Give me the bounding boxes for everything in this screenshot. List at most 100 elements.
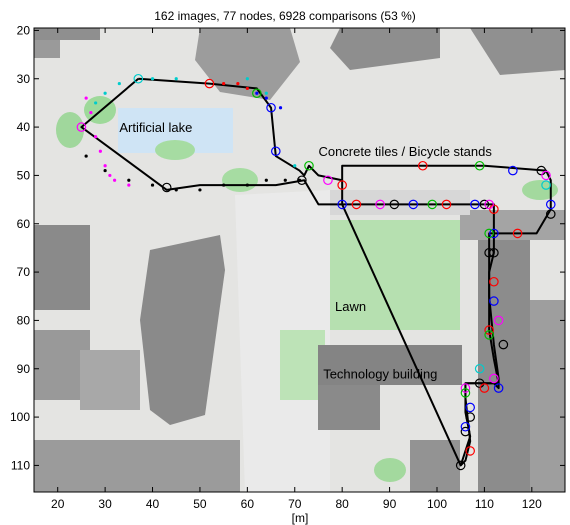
node-marker [465, 446, 475, 456]
node-marker [460, 421, 471, 432]
x-axis-ticks: 20 30 40 50 60 70 80 90 100 110 120 [51, 28, 542, 511]
trajectory-dot [127, 183, 131, 187]
y-tick-label: 70 [17, 265, 31, 279]
node-marker [204, 78, 215, 89]
y-axis-ticks: 20 30 40 50 60 70 80 90 100 110 [10, 23, 565, 472]
annotation-label: Artificial lake [119, 120, 192, 135]
node-marker [541, 180, 551, 190]
trajectory-dot [89, 110, 93, 115]
y-tick-label: 30 [17, 72, 31, 86]
node-marker [252, 88, 262, 99]
x-tick-label: 70 [288, 497, 302, 511]
trajectory-dot [112, 178, 117, 182]
series-3-dots [84, 96, 131, 187]
node-marker [375, 199, 385, 210]
node-marker [323, 175, 333, 186]
annotation-layer: Artificial lake Concrete tiles / Bicycle … [119, 120, 492, 381]
node-marker [484, 199, 494, 210]
trajectory-dot [94, 135, 98, 139]
node-marker [498, 339, 509, 350]
x-tick-label: 90 [383, 497, 397, 511]
trajectory-dot [150, 183, 155, 187]
node-marker [270, 146, 281, 157]
node-marker [76, 122, 87, 132]
series-10-markers [76, 122, 551, 393]
aerial-map-background [34, 28, 565, 492]
trajectory-dot [174, 77, 178, 81]
trajectory-dot [84, 154, 88, 158]
x-tick-label: 80 [335, 497, 349, 511]
node-marker [545, 209, 556, 219]
trajectory-dot [98, 149, 102, 153]
node-marker [489, 228, 499, 239]
y-tick-label: 110 [11, 458, 30, 472]
node-marker [460, 426, 471, 437]
trajectory-dot [103, 91, 107, 95]
x-tick-label: 50 [193, 497, 207, 511]
trajectory-dot [84, 96, 88, 100]
node-marker [493, 383, 504, 393]
node-marker [541, 170, 551, 181]
x-tick-label: 20 [51, 497, 65, 511]
node-marker [465, 412, 475, 422]
y-tick-label: 40 [17, 120, 31, 134]
x-tick-label: 120 [522, 497, 542, 511]
y-tick-label: 50 [17, 168, 31, 182]
node-marker [297, 175, 307, 186]
series-2-dots [84, 154, 302, 192]
node-marker [304, 160, 314, 171]
annotation-label: Concrete tiles / Bicycle stands [318, 144, 492, 159]
node-marker [266, 102, 276, 113]
plot-frame [33, 27, 566, 493]
trajectory-dot [108, 173, 112, 178]
trajectory-dot [198, 188, 202, 192]
annotation-label: Lawn [335, 299, 366, 314]
series-9-markers [266, 102, 556, 432]
node-marker [460, 388, 471, 398]
series-4-dots [94, 77, 297, 168]
chart-title: 162 images, 77 nodes, 6928 comparisons (… [154, 9, 416, 23]
y-tick-label: 90 [17, 362, 31, 376]
trajectory-dot [297, 178, 302, 182]
series-5-dots [255, 91, 283, 110]
node-marker [351, 199, 362, 210]
series-11-markers [252, 88, 494, 398]
node-marker [493, 315, 504, 326]
node-marker [484, 325, 494, 335]
node-marker [474, 160, 485, 171]
node-marker [337, 180, 347, 190]
node-marker [479, 383, 490, 393]
series-12-markers [133, 73, 551, 374]
node-marker [337, 199, 347, 210]
trajectory-dot [245, 77, 249, 81]
x-tick-label: 100 [427, 497, 447, 511]
y-tick-label: 100 [10, 410, 30, 424]
node-marker [508, 165, 518, 176]
node-marker [484, 228, 494, 239]
node-marker [474, 363, 485, 374]
trajectory-dot [236, 81, 240, 86]
y-tick-label: 20 [17, 23, 31, 37]
node-marker [460, 383, 471, 393]
node-marker [489, 247, 499, 258]
y-tick-label: 60 [17, 217, 31, 231]
node-marker [484, 247, 494, 258]
trajectory-dot [117, 81, 121, 86]
node-marker [512, 228, 523, 239]
node-marker [489, 296, 499, 306]
trajectory-dot [103, 164, 107, 168]
node-marker [470, 199, 480, 210]
y-tick-label: 80 [17, 313, 31, 327]
node-marker [389, 199, 400, 210]
trajectory-dot [264, 91, 268, 95]
node-marker [161, 182, 172, 193]
node-marker [465, 402, 475, 413]
trajectory-dot [222, 183, 226, 187]
node-marker [441, 199, 452, 210]
trajectory-dot [174, 188, 178, 192]
trajectory-dot [127, 178, 131, 182]
data-layer [76, 73, 556, 471]
x-tick-label: 60 [241, 497, 255, 511]
node-marker [479, 199, 490, 210]
